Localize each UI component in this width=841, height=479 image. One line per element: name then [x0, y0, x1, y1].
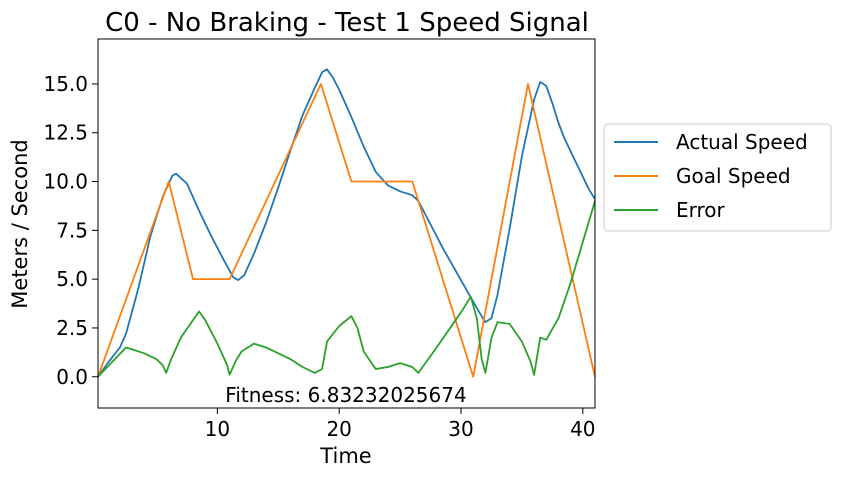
x-axis-label: Time [319, 444, 371, 468]
legend-label: Error [676, 198, 726, 222]
legend-box [603, 123, 832, 232]
x-axis: 10 20 30 40 [205, 408, 596, 441]
x-tick-label: 40 [570, 417, 595, 441]
chart-title: C0 - No Braking - Test 1 Speed Signal [105, 8, 589, 38]
y-tick-label: 7.5 [56, 218, 88, 242]
plot-frame [97, 38, 596, 409]
y-tick-label: 10.0 [43, 170, 88, 194]
legend: Actual Speed Goal Speed Error [603, 123, 832, 232]
series-line-error [97, 200, 596, 378]
legend-label: Actual Speed [676, 130, 808, 154]
y-axis: 0.0 2.5 5.0 7.5 10.0 12.5 15.0 [43, 72, 98, 389]
y-tick-label: 0.0 [56, 365, 88, 389]
fitness-annotation: Fitness: 6.83232025674 [225, 383, 466, 407]
x-tick-label: 20 [326, 417, 351, 441]
y-axis-label: Meters / Second [8, 139, 32, 308]
y-tick-label: 15.0 [43, 72, 88, 96]
series-layer [97, 68, 596, 378]
y-tick-label: 5.0 [56, 267, 88, 291]
x-tick-label: 10 [205, 417, 230, 441]
y-tick-label: 2.5 [56, 316, 88, 340]
legend-label: Goal Speed [676, 164, 791, 188]
x-tick-label: 30 [448, 417, 473, 441]
series-line-actual-speed [97, 68, 596, 378]
y-tick-label: 12.5 [43, 121, 88, 145]
series-line-goal-speed [97, 83, 596, 378]
